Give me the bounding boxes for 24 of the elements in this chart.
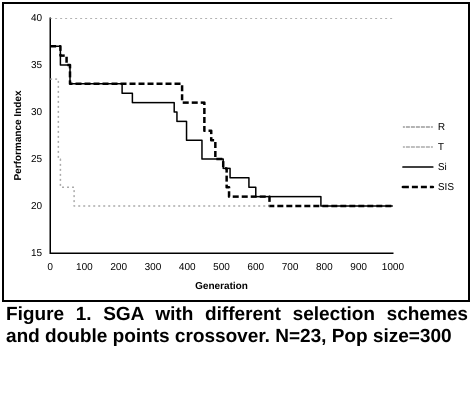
- x-tick-label: 700: [282, 262, 299, 273]
- y-axis-title: Performance Index: [12, 90, 24, 181]
- y-tick-label: 15: [31, 248, 43, 259]
- x-tick-label: 400: [178, 262, 196, 273]
- legend-label: T: [438, 142, 444, 153]
- x-tick-label: 0: [47, 262, 54, 273]
- y-tick-label: 40: [31, 12, 43, 24]
- x-tick-label: 300: [144, 262, 162, 273]
- caption: Figure 1. SGA with different selection schemes and double points crossover. N=23, Pop size=300: [6, 304, 468, 348]
- legend-label: Si: [438, 162, 447, 173]
- y-tick-label: 25: [31, 154, 43, 165]
- y-tick-label: 35: [31, 60, 43, 71]
- y-tick-label: 20: [31, 200, 43, 212]
- x-tick-label: 500: [213, 262, 230, 273]
- x-axis-title: Generation: [195, 280, 248, 292]
- legend-label: R: [438, 122, 446, 133]
- x-tick-label: 900: [350, 262, 368, 273]
- x-tick-label: 600: [247, 262, 265, 273]
- x-tick-label: 100: [76, 262, 94, 273]
- x-tick-label: 200: [110, 262, 128, 273]
- legend-label: SIS: [438, 182, 454, 193]
- x-tick-label: 800: [316, 262, 334, 273]
- y-tick-label: 30: [31, 106, 43, 118]
- x-tick-label: 1000: [382, 262, 404, 273]
